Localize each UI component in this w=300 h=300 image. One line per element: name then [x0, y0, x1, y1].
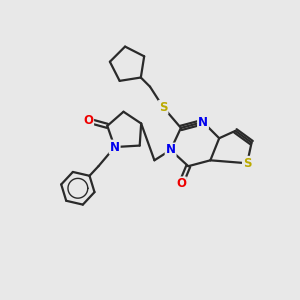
Text: O: O	[176, 177, 186, 190]
Text: N: N	[110, 141, 120, 154]
Text: O: O	[83, 114, 93, 127]
Text: N: N	[166, 143, 176, 157]
Text: S: S	[243, 157, 251, 170]
Text: N: N	[198, 116, 208, 128]
Text: S: S	[159, 101, 167, 114]
